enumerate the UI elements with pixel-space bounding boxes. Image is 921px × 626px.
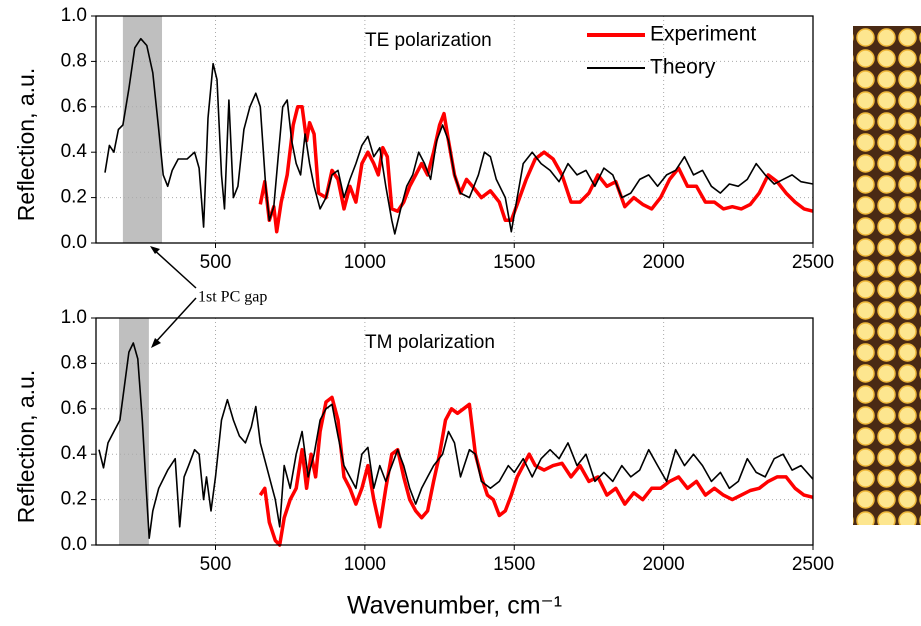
panel-label: TE polarization	[365, 30, 492, 51]
shaded-region	[119, 318, 149, 545]
y-axis-label: Reflection, a.u.	[13, 370, 39, 523]
shaded-region	[122, 16, 163, 243]
x-tick-label: 1500	[493, 252, 535, 273]
arrow	[152, 297, 197, 346]
panel-label: TM polarization	[365, 332, 495, 353]
x-tick-label: 500	[200, 252, 232, 273]
y-tick-label: 0.4	[61, 443, 88, 464]
x-axis-label: Wavenumber, cm⁻¹	[347, 592, 562, 620]
arrowhead	[151, 338, 161, 348]
series-line	[98, 342, 814, 539]
arrowhead	[150, 246, 160, 254]
plot-frame	[95, 317, 814, 546]
y-tick-label: 0.4	[61, 141, 88, 162]
x-tick-label: 2000	[642, 252, 684, 273]
arrow	[151, 247, 197, 289]
y-tick-label: 0.6	[61, 398, 87, 419]
y-tick-label: 0.6	[61, 96, 87, 117]
y-tick-label: 0.2	[61, 489, 87, 510]
x-tick-label: 1500	[493, 554, 535, 575]
y-tick-label: 0.0	[61, 534, 87, 555]
y-tick-label: 1.0	[61, 5, 87, 26]
y-tick-label: 0.2	[61, 187, 87, 208]
sample-image	[853, 26, 921, 525]
plot-frame	[95, 15, 814, 244]
y-tick-label: 0.8	[61, 50, 87, 71]
legend-label: Theory	[650, 56, 716, 79]
legend-label: Experiment	[650, 23, 756, 46]
series-line	[258, 105, 814, 234]
annotation: 1st PC gap	[198, 289, 267, 306]
y-tick-label: 0.0	[61, 232, 87, 253]
x-tick-label: 2500	[792, 554, 834, 575]
x-tick-label: 500	[200, 554, 232, 575]
x-tick-label: 2000	[642, 554, 684, 575]
x-tick-label: 1000	[344, 554, 386, 575]
series-line	[258, 395, 814, 547]
y-axis-label: Reflection, a.u.	[13, 68, 39, 221]
y-tick-label: 0.8	[61, 352, 87, 373]
x-tick-label: 2500	[792, 252, 834, 273]
series-line	[104, 37, 814, 235]
x-tick-label: 1000	[344, 252, 386, 273]
y-tick-label: 1.0	[61, 307, 87, 328]
